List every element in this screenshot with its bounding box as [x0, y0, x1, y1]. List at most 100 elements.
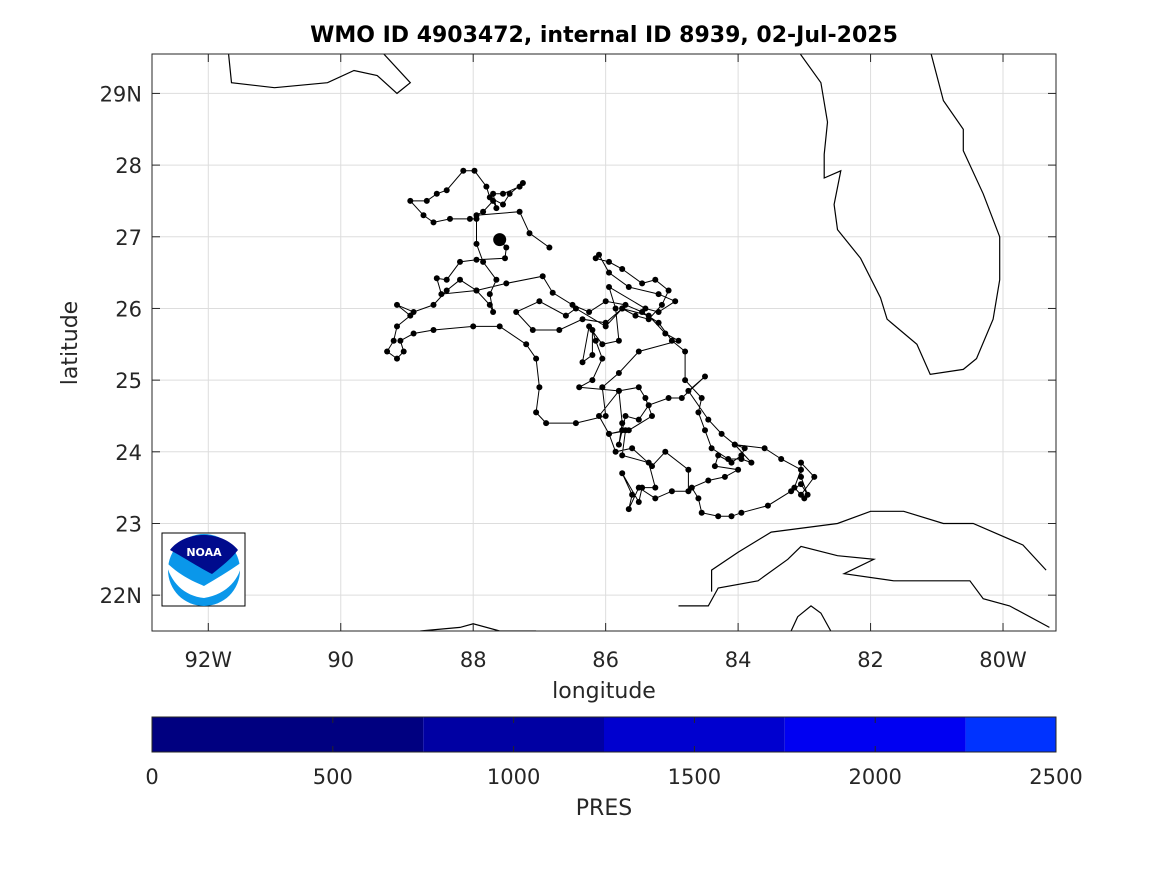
colorbar-segments [152, 717, 1056, 752]
profile-point [632, 312, 639, 319]
profile-point [443, 287, 450, 294]
profile-point [798, 466, 804, 473]
profile-point [685, 387, 692, 394]
profile-point [705, 477, 712, 484]
colorbar-segment [965, 717, 1056, 752]
profile-point [622, 427, 629, 434]
profile-point [539, 273, 546, 280]
logo-sky-icon [170, 535, 238, 574]
x-tick-label: 84 [725, 648, 752, 672]
profile-point [586, 323, 593, 330]
profile-point [705, 416, 712, 423]
profile-point [410, 309, 417, 315]
profile-point [433, 190, 440, 197]
profile-point [473, 240, 480, 247]
y-axis-label: latitude [58, 301, 83, 385]
profile-point [798, 473, 804, 480]
profile-point [698, 395, 705, 401]
profile-point [655, 319, 662, 326]
profile-point [447, 215, 453, 222]
profile-point [529, 327, 536, 333]
profile-point [612, 305, 619, 312]
profile-point [430, 219, 437, 226]
profile-point [615, 441, 622, 448]
profile-point [791, 484, 798, 491]
profile-point [486, 291, 493, 298]
profile-point [619, 305, 626, 312]
profile-point [708, 445, 715, 452]
profile-point [562, 312, 569, 319]
profile-point [619, 420, 626, 427]
profile-point [394, 355, 400, 362]
x-tick-label: 80W [979, 648, 1027, 672]
profile-point [649, 413, 655, 419]
profile-point [629, 445, 636, 452]
colorbar-ticks: 0 500 1000 1500 2000 2500 [145, 717, 1083, 789]
profile-point [698, 509, 705, 516]
profile-point [655, 291, 662, 298]
profile-point [602, 298, 609, 305]
profile-point [579, 316, 586, 323]
profile-point [536, 384, 543, 391]
profile-point [589, 377, 596, 384]
profile-point [394, 323, 400, 330]
profile-point [536, 298, 543, 305]
profile-point [423, 197, 430, 204]
grid [152, 54, 1056, 631]
profile-point [483, 183, 490, 190]
profile-point [599, 384, 606, 391]
profile-point [576, 384, 583, 391]
profile-point [711, 463, 718, 470]
colorbar-segment [152, 717, 424, 752]
profile-point [652, 276, 659, 283]
profile-point [728, 513, 735, 520]
profile-point [639, 280, 646, 287]
profile-point [400, 348, 407, 355]
profile-point [658, 301, 665, 308]
profile-point [496, 323, 503, 330]
profile-point [685, 488, 692, 495]
profile-point [513, 309, 520, 315]
profile-point [715, 513, 722, 520]
coastline [678, 545, 1050, 628]
y-tick-label: 25 [115, 369, 142, 393]
profile-point [619, 266, 626, 272]
profile-point [546, 244, 553, 251]
profile-point [606, 258, 612, 265]
profile-point [642, 305, 649, 312]
profile-point [675, 337, 682, 344]
profile-point [486, 301, 493, 308]
profile-point [457, 258, 463, 265]
profile-point [433, 275, 440, 282]
profile-point [430, 301, 437, 308]
profile-point [801, 495, 808, 502]
profile-point [516, 183, 523, 190]
profile-point [506, 190, 513, 197]
profile-point [493, 205, 500, 212]
profile-point [503, 244, 510, 251]
coastline [799, 54, 1001, 376]
colorbar: 0 500 1000 1500 2000 2500 PRES [145, 716, 1083, 821]
profile-point [589, 352, 596, 358]
deployment-marker [493, 233, 507, 247]
profile-point [685, 466, 692, 473]
profile-point [420, 212, 427, 219]
map-title: WMO ID 4903472, internal ID 8939, 02-Jul… [310, 23, 898, 48]
profile-point [642, 395, 649, 401]
profile-point [662, 330, 669, 337]
profile-point [599, 355, 606, 362]
profile-point [665, 395, 672, 401]
profile-point [430, 327, 437, 333]
profile-point [473, 287, 480, 294]
profile-point [702, 373, 708, 380]
profile-point [572, 305, 579, 312]
profile-point [678, 395, 685, 401]
profile-point [602, 413, 609, 419]
profile-point [728, 459, 735, 466]
profile-point [606, 269, 612, 276]
x-tick-label: 90 [327, 648, 354, 672]
profile-point [764, 502, 771, 509]
profile-point [490, 190, 497, 197]
x-tick-label: 82 [857, 648, 884, 672]
